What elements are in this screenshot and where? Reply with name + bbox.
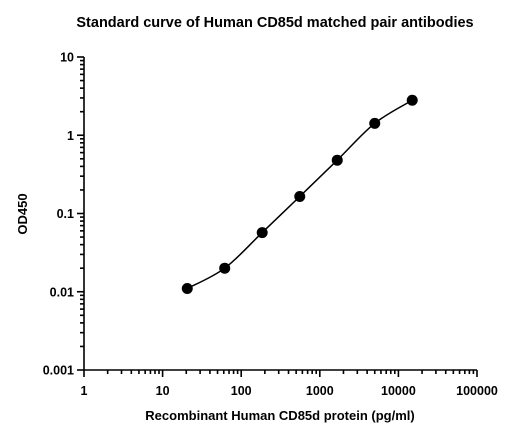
axes: 1 10 100 1000 10000 100000 0.001 0.01 0.1 1 10 [43, 51, 498, 399]
y-tick-label: 10 [60, 51, 74, 65]
data-point [294, 190, 306, 202]
data-point [369, 117, 381, 129]
chart-title: Standard curve of Human CD85d matched pa… [76, 15, 473, 31]
x-tick-label: 10000 [381, 384, 416, 398]
data-points [181, 94, 418, 295]
y-tick-label: 0.01 [50, 285, 74, 299]
y-tick-label: 0.001 [43, 364, 74, 378]
y-tick-label: 1 [67, 129, 74, 143]
data-point [256, 227, 268, 239]
y-axis-title: OD450 [15, 193, 30, 234]
x-tick-label: 1 [81, 384, 88, 398]
x-axis-title: Recombinant Human CD85d protein (pg/ml) [145, 408, 414, 423]
x-tick-label: 1000 [306, 384, 334, 398]
x-tick-label: 100 [231, 384, 252, 398]
data-point [331, 154, 343, 166]
data-point [219, 262, 231, 274]
data-point [181, 283, 193, 295]
y-tick-label: 0.1 [57, 207, 74, 221]
x-tick-label: 100000 [456, 384, 498, 398]
x-tick-label: 10 [156, 384, 170, 398]
data-point [406, 94, 418, 106]
